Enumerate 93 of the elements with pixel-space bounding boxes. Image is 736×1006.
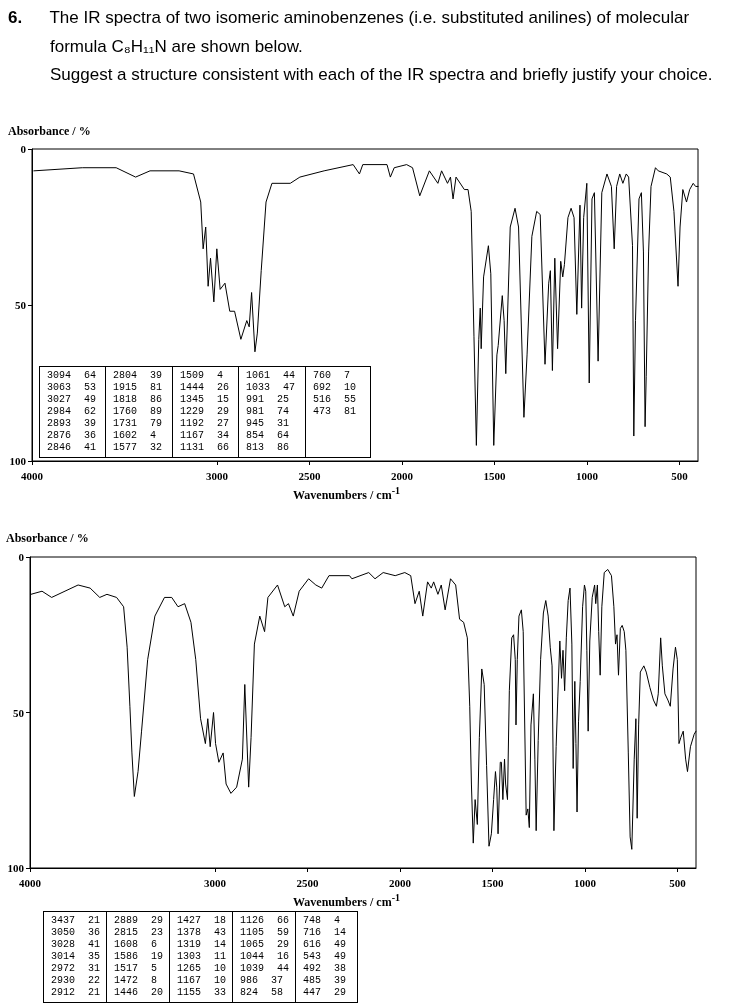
x-tick-label: 1500 (483, 469, 506, 482)
y-axis-title: Absorbance / % (6, 531, 89, 546)
y-tick-label: 100 (7, 862, 25, 874)
text: 447 29 (303, 987, 347, 999)
text: 3050 36 (51, 927, 101, 939)
annotation: 1033 47 (246, 382, 296, 394)
text: 986 37 (240, 975, 284, 987)
text: 2912 21 (51, 987, 101, 999)
text: 2889 29 (114, 915, 164, 927)
text: 1265 10 (177, 963, 227, 975)
annotation: 760 7 (313, 370, 351, 382)
annotation: 1818 86 (113, 394, 163, 406)
text: 824 58 (240, 987, 284, 999)
annotation: 516 55 (313, 394, 357, 406)
text: 616 49 (303, 939, 347, 951)
y-tick-label: 50 (15, 299, 27, 311)
annotation: 2876 36 (47, 430, 97, 442)
annotation: 1061 44 (246, 370, 296, 382)
text: 1044 16 (240, 951, 290, 963)
text: 1105 59 (240, 927, 290, 939)
annotation: 945 31 (246, 418, 290, 430)
annotation: 1192 27 (180, 418, 230, 430)
annotation: 473 81 (313, 406, 357, 418)
x-tick-label: 2500 (296, 876, 319, 889)
text: 1126 66 (240, 915, 290, 927)
annotation: 1731 79 (113, 418, 163, 430)
text: 485 39 (303, 975, 347, 987)
text: 3437 21 (51, 915, 101, 927)
x-tick-label: 500 (669, 876, 687, 889)
annotation: 1229 29 (180, 406, 230, 418)
annotation: 1760 89 (113, 406, 163, 418)
annotation: 2846 41 (47, 442, 97, 454)
text: 3014 35 (51, 951, 101, 963)
annotation: 1577 32 (113, 442, 163, 454)
text: 1155 33 (177, 987, 227, 999)
x-axis-title: Wavenumbers / cm$^{-1}$ (293, 485, 401, 503)
text: 1065 29 (240, 939, 290, 951)
text: 716 14 (303, 927, 347, 939)
x-tick-label: 2000 (389, 876, 412, 889)
y-axis-title: Absorbance / % (8, 124, 91, 139)
text: 1039 44 (240, 963, 290, 975)
text: 1608 6 (114, 939, 158, 951)
text: 1472 8 (114, 975, 158, 987)
text: 1446 20 (114, 987, 164, 999)
x-tick-label: 3000 (206, 469, 229, 482)
annotation: 3027 49 (47, 394, 97, 406)
annotation: 1444 26 (180, 382, 230, 394)
text: 2972 31 (51, 963, 101, 975)
x-tick-label: 4000 (21, 469, 44, 482)
x-tick-label: 4000 (19, 876, 42, 889)
annotation: 1509 4 (180, 370, 224, 382)
annotation: 2984 62 (47, 406, 97, 418)
x-tick-label: 1000 (576, 469, 599, 482)
text: 1378 43 (177, 927, 227, 939)
text: 748 4 (303, 915, 341, 927)
chart-title: 6. The IR spectra of two isomeric aminobenzenes (i.e. substituted anilines) of molecular formula C₈H₁₁N are shown below. (8, 8, 690, 56)
y-tick-label: 0 (18, 551, 25, 563)
annotation: 692 10 (313, 382, 357, 394)
annotation: 1602 4 (113, 430, 157, 442)
text: 2815 23 (114, 927, 164, 939)
x-axis-title: Wavenumbers / cm$^{-1}$ (293, 892, 401, 910)
y-tick-label: 50 (13, 706, 25, 719)
text: 1303 11 (177, 951, 227, 963)
text: 1517 5 (114, 963, 158, 975)
chart-subtitle: Suggest a structure consistent with each of the IR spectra and briefly justify your choice. (49, 64, 714, 86)
text: 1167 10 (177, 975, 227, 987)
x-tick-label: 500 (671, 469, 689, 482)
annotation: 1167 34 (180, 430, 230, 442)
x-tick-label: 2000 (391, 469, 414, 482)
annotation: 813 86 (246, 442, 290, 454)
y-tick-label: 100 (9, 455, 27, 467)
text: 1319 14 (177, 939, 227, 951)
annotation: 3063 53 (47, 382, 97, 394)
annotation: 3094 64 (47, 370, 97, 382)
annotation: 991 25 (246, 394, 290, 406)
annotation: 854 64 (246, 430, 290, 442)
annotation: 1915 81 (113, 382, 163, 394)
text: 543 49 (303, 951, 347, 963)
text: 3028 41 (51, 939, 101, 951)
x-tick-label: 1500 (481, 876, 504, 889)
annotation: 1345 15 (180, 394, 230, 406)
x-tick-label: 2500 (298, 469, 321, 482)
text: 2930 22 (51, 975, 101, 987)
y-tick-label: 0 (20, 143, 27, 155)
text: 1427 18 (177, 915, 227, 927)
annotation: 1131 66 (180, 442, 230, 454)
text: 1586 19 (114, 951, 164, 963)
annotation: 2893 39 (47, 418, 97, 430)
x-tick-label: 3000 (204, 876, 227, 889)
x-tick-label: 1000 (574, 876, 597, 889)
annotation: 2804 39 (113, 370, 163, 382)
text: 492 38 (303, 963, 347, 975)
annotation: 981 74 (246, 406, 290, 418)
